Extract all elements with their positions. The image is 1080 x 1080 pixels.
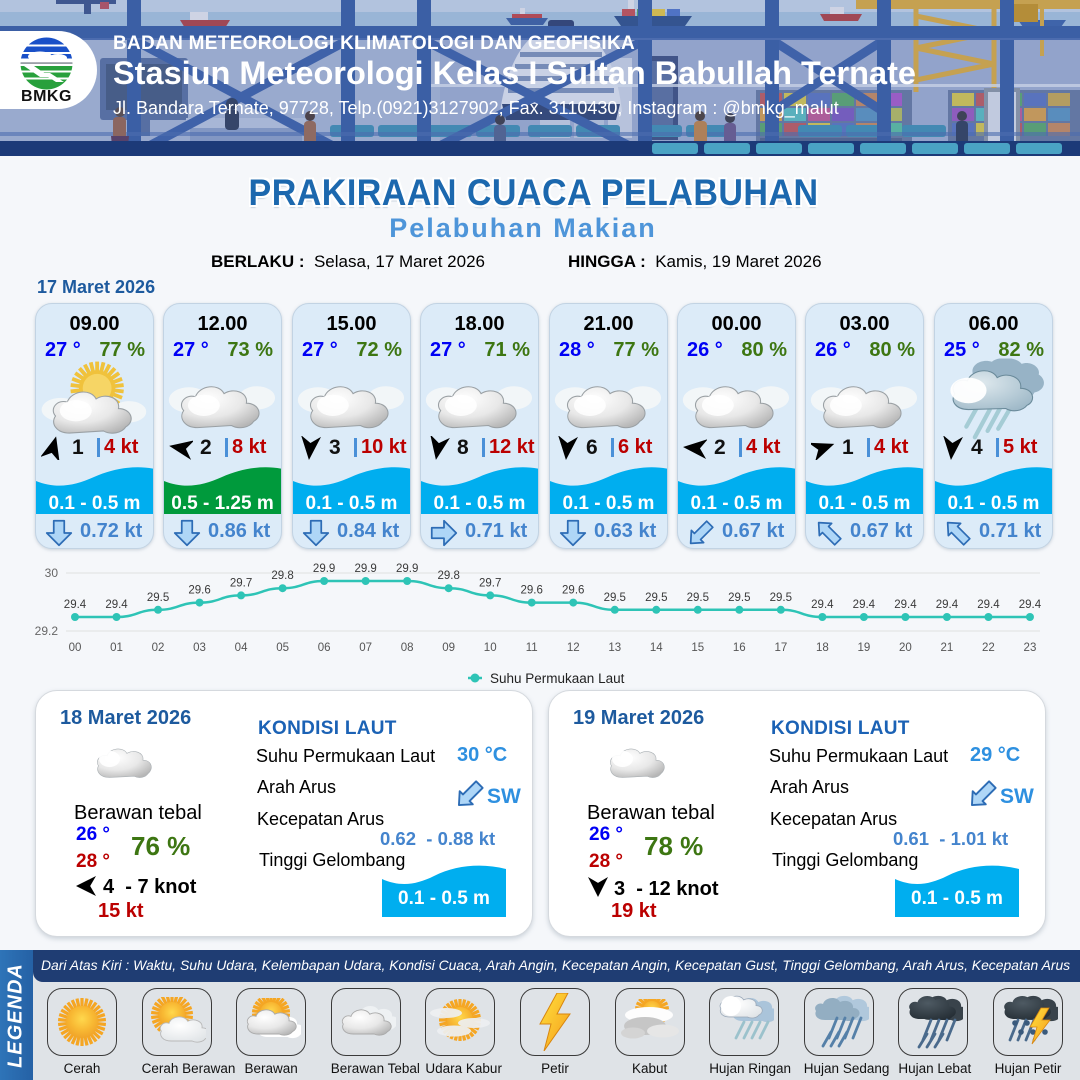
svg-text:29.5: 29.5 [687,592,709,604]
svg-text:30: 30 [45,566,59,580]
svg-text:29.9: 29.9 [313,563,335,575]
svg-text:19: 19 [857,642,870,654]
svg-text:05: 05 [276,642,289,654]
svg-text:12: 12 [567,642,580,654]
svg-text:29.4: 29.4 [894,599,917,611]
svg-text:29.6: 29.6 [562,585,584,597]
svg-text:29.5: 29.5 [645,592,667,604]
svg-text:29.8: 29.8 [271,570,293,582]
svg-text:29.6: 29.6 [521,585,543,597]
svg-text:21: 21 [941,642,954,654]
svg-text:29.4: 29.4 [811,599,834,611]
svg-text:10: 10 [484,642,497,654]
svg-text:22: 22 [982,642,995,654]
svg-text:29.7: 29.7 [230,577,252,589]
svg-text:29.5: 29.5 [147,592,169,604]
svg-text:29.4: 29.4 [853,599,876,611]
svg-text:29.8: 29.8 [437,570,459,582]
svg-text:29.9: 29.9 [354,563,376,575]
svg-text:29.7: 29.7 [479,577,501,589]
svg-text:29.5: 29.5 [728,592,750,604]
svg-text:02: 02 [152,642,165,654]
svg-text:14: 14 [650,642,663,654]
svg-text:29.5: 29.5 [770,592,792,604]
svg-text:29.4: 29.4 [936,599,959,611]
svg-text:29.4: 29.4 [105,599,128,611]
svg-text:00: 00 [69,642,82,654]
svg-text:29.2: 29.2 [35,624,59,638]
svg-text:13: 13 [608,642,621,654]
svg-text:06: 06 [318,642,331,654]
svg-text:29.4: 29.4 [1019,599,1042,611]
svg-text:29.9: 29.9 [396,563,418,575]
svg-text:23: 23 [1024,642,1037,654]
svg-text:20: 20 [899,642,912,654]
svg-text:29.4: 29.4 [64,599,87,611]
svg-text:01: 01 [110,642,123,654]
svg-text:07: 07 [359,642,372,654]
svg-text:08: 08 [401,642,414,654]
svg-text:04: 04 [235,642,248,654]
svg-text:16: 16 [733,642,746,654]
svg-text:17: 17 [774,642,787,654]
svg-text:15: 15 [691,642,704,654]
svg-text:Suhu Permukaan Laut: Suhu Permukaan Laut [490,671,625,686]
svg-text:18: 18 [816,642,829,654]
svg-text:09: 09 [442,642,455,654]
svg-text:29.5: 29.5 [604,592,626,604]
svg-text:11: 11 [526,642,538,654]
svg-text:03: 03 [193,642,206,654]
svg-text:29.6: 29.6 [188,585,210,597]
svg-text:29.4: 29.4 [977,599,1000,611]
